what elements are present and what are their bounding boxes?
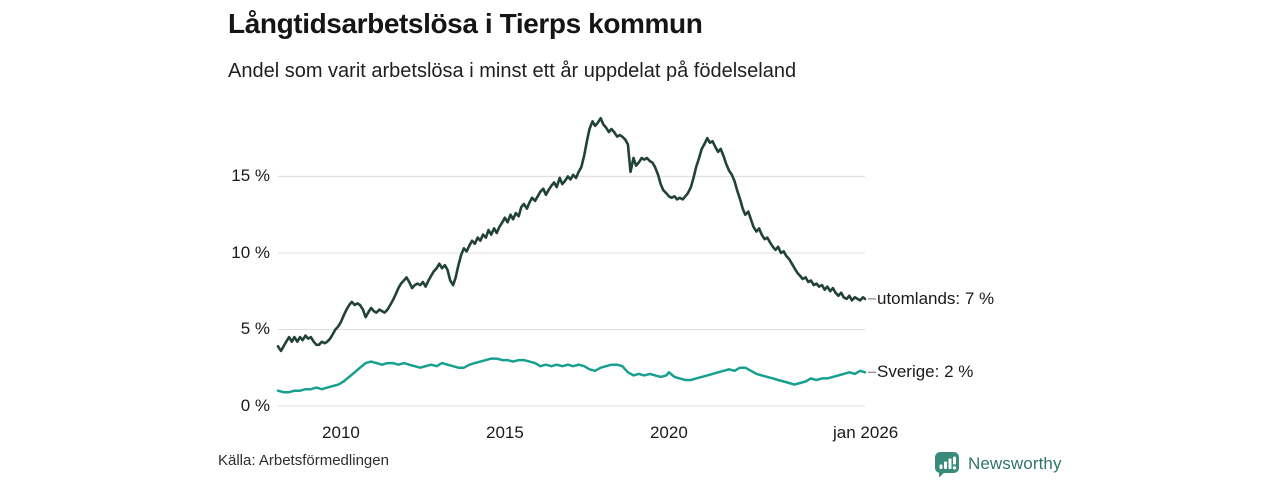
label-connector-dashes: [868, 298, 876, 373]
y-tick-10: 10 %: [231, 242, 270, 262]
brand-name: Newsworthy: [968, 454, 1062, 473]
utomlands-line: [276, 116, 867, 353]
y-tick-5: 5 %: [240, 319, 270, 339]
x-tick-2020: 2020: [649, 423, 688, 442]
sverige-line: [276, 357, 867, 394]
page-title: Långtidsarbetslösa i Tierps kommun: [228, 8, 703, 39]
gridlines: [278, 175, 865, 407]
series-label-utomlands: utomlands: 7 %: [877, 288, 995, 308]
x-tick-2015: 2015: [486, 423, 524, 442]
series-label-sverige: Sverige: 2 %: [877, 362, 974, 382]
y-tick-0: 0 %: [240, 396, 270, 415]
source-note: Källa: Arbetsförmedlingen: [218, 452, 389, 469]
x-tick-jan-2026: jan 2026: [833, 423, 899, 442]
chart-subtitle: Andel som varit arbetslösa i minst ett å…: [228, 60, 797, 82]
bar-chart-speech-bubble-icon: [935, 451, 959, 477]
newsworthy-logo: Newsworthy: [934, 450, 1062, 478]
y-tick-15: 15 %: [231, 166, 270, 186]
x-tick-2010: 2010: [322, 423, 360, 442]
